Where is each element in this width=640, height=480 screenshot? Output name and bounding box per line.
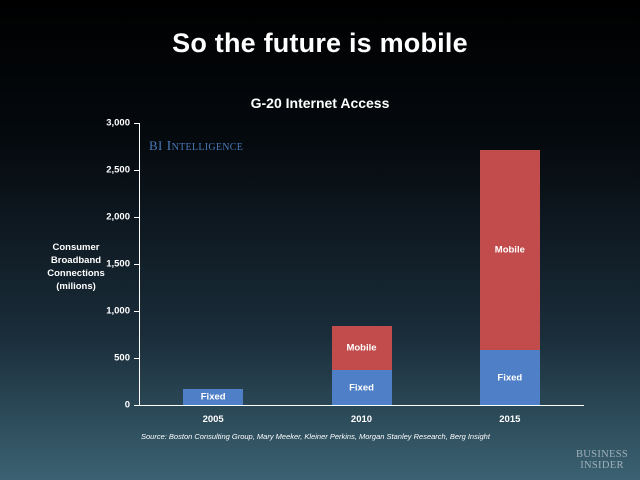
- y-axis-line: [139, 123, 140, 406]
- y-tick-mark: [134, 217, 139, 218]
- y-tick-label: 500: [114, 352, 130, 364]
- bar-mobile-2015: Mobile: [479, 150, 540, 351]
- x-tick-label: 2005: [202, 414, 224, 425]
- bar-segment-label: Fixed: [497, 372, 523, 384]
- x-tick-label: 2015: [499, 414, 521, 425]
- chart-title: G-20 Internet Access: [250, 95, 390, 111]
- bar-fixed-2005: Fixed: [183, 389, 244, 405]
- bar-fixed-2010: Fixed: [331, 370, 392, 405]
- x-axis-line: [139, 405, 584, 406]
- bar-segment-label: Mobile: [346, 342, 377, 354]
- y-tick-mark: [134, 264, 139, 265]
- y-tick-label: 0: [124, 399, 130, 411]
- y-tick-label: 2,000: [106, 211, 130, 223]
- logo-line-1: BUSINESS: [576, 449, 628, 460]
- bi-intelligence-watermark: BI Intelligence: [149, 138, 243, 155]
- business-insider-logo: BUSINESS INSIDER: [572, 449, 632, 471]
- y-axis-label: Consumer Broadband Connections (milions): [47, 242, 105, 292]
- watermark-intelligence: Intelligence: [166, 139, 244, 154]
- y-tick-label: 2,500: [106, 164, 130, 176]
- bar-fixed-2015: Fixed: [479, 350, 540, 405]
- y-tick-label: 3,000: [106, 117, 130, 129]
- x-tick-label: 2010: [350, 414, 373, 425]
- y-tick-mark: [134, 405, 139, 406]
- source-note: Source: Boston Consulting Group, Mary Me…: [141, 432, 490, 441]
- y-tick-label: 1,000: [106, 305, 130, 317]
- y-tick-mark: [134, 123, 139, 124]
- bar-segment-label: Fixed: [200, 391, 226, 403]
- bar-segment-label: Mobile: [494, 244, 525, 256]
- bar-segment-label: Fixed: [349, 382, 374, 394]
- watermark-bi: BI: [149, 138, 163, 153]
- slide-title: So the future is mobile: [172, 28, 468, 58]
- y-tick-mark: [134, 170, 139, 171]
- y-tick-label: 1,500: [106, 258, 130, 270]
- bar-mobile-2010: Mobile: [331, 326, 392, 371]
- y-tick-mark: [134, 358, 139, 359]
- logo-line-2: INSIDER: [580, 460, 624, 471]
- y-tick-mark: [134, 311, 139, 312]
